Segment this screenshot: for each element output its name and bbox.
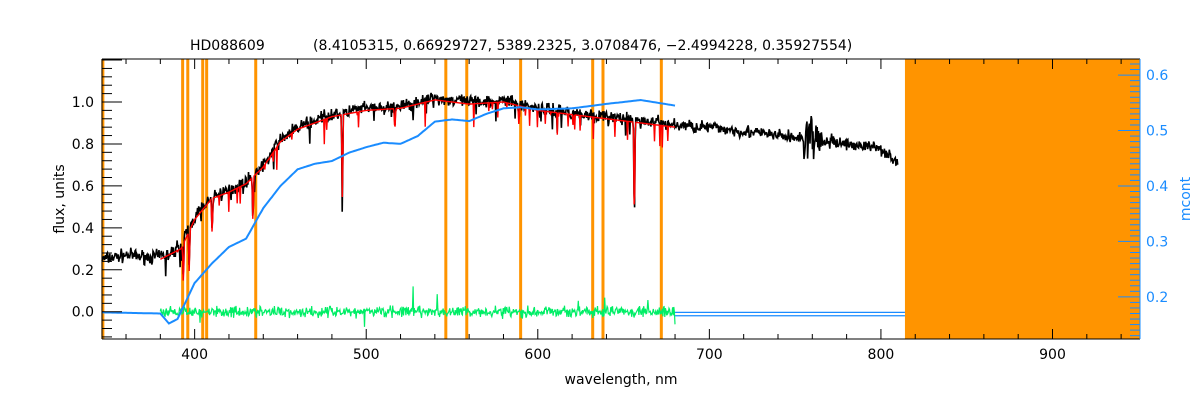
masked-region bbox=[904, 59, 1140, 339]
masked-line bbox=[181, 59, 185, 339]
y-tick-label: 0.2 bbox=[72, 263, 94, 279]
chart-title: HD088609 bbox=[190, 38, 265, 54]
y2-tick-label: 0.3 bbox=[1146, 234, 1168, 250]
x-tick-label: 700 bbox=[696, 347, 723, 363]
masked-line bbox=[591, 59, 595, 339]
masked-line bbox=[519, 59, 523, 339]
masked-line bbox=[465, 59, 469, 339]
y2-tick-label: 0.4 bbox=[1146, 179, 1168, 195]
mcont-line bbox=[102, 98, 676, 325]
residual-line bbox=[159, 286, 676, 327]
y-tick-label: 0.6 bbox=[72, 179, 94, 195]
masked-line bbox=[186, 59, 190, 339]
masked-line bbox=[601, 59, 605, 339]
masked-line bbox=[201, 59, 205, 339]
plot-area: 400 500 600 700 800 900 0.0 0.2 0.4 0.6 0.8 1.0 0.2 0… bbox=[72, 58, 1168, 363]
x-tick-label: 500 bbox=[353, 347, 380, 363]
x-tick-label: 900 bbox=[1039, 347, 1066, 363]
y-tick-label: 0.0 bbox=[72, 305, 94, 321]
masked-line bbox=[101, 59, 105, 339]
x-tick-label: 600 bbox=[524, 347, 551, 363]
y-tick-label: 0.8 bbox=[72, 137, 94, 153]
y2-tick-label: 0.2 bbox=[1146, 290, 1168, 306]
y2-tick-label: 0.6 bbox=[1146, 68, 1168, 84]
chart-subtitle: (8.4105315, 0.66929727, 5389.2325, 3.070… bbox=[313, 38, 852, 54]
x-tick-label: 800 bbox=[868, 347, 895, 363]
masked-line bbox=[444, 59, 448, 339]
x-tick-label: 400 bbox=[181, 347, 208, 363]
observed-spectrum-line bbox=[101, 92, 899, 277]
y2-tick-label: 0.5 bbox=[1146, 124, 1168, 140]
masked-line bbox=[659, 59, 663, 339]
y-tick-label: 1.0 bbox=[72, 95, 94, 111]
y-tick-label: 0.4 bbox=[72, 221, 94, 237]
model-spectrum-line bbox=[159, 99, 676, 281]
masked-line bbox=[254, 59, 258, 339]
y-axis-label: flux, units bbox=[52, 164, 68, 233]
y2-axis-label: mcont bbox=[1178, 176, 1194, 221]
x-axis-label: wavelength, nm bbox=[565, 372, 678, 388]
